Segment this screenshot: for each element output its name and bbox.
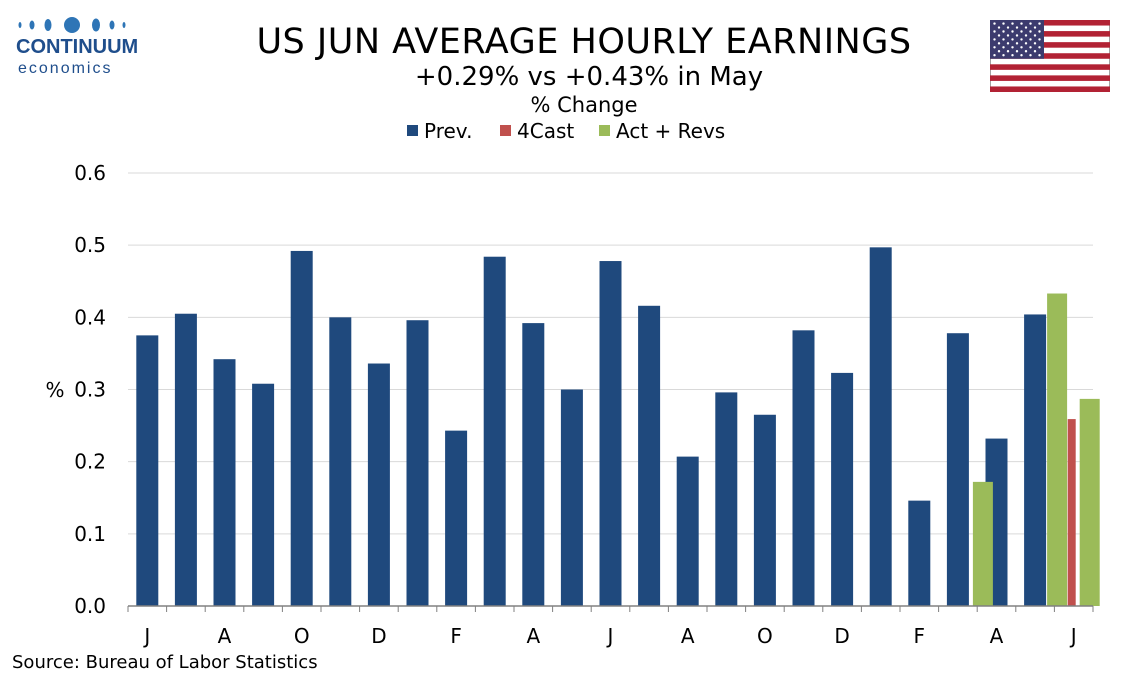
bar-prev	[136, 335, 159, 606]
bar-prev	[522, 323, 545, 606]
bar-prev	[599, 261, 622, 606]
logo-brand: CONTINUUM	[16, 36, 139, 58]
bar-prev	[445, 430, 468, 606]
bar-prev	[831, 372, 854, 606]
x-tick-label: D	[371, 624, 386, 648]
bar-prev	[252, 383, 275, 606]
bar-act-revs	[972, 481, 993, 606]
chart-subtitle: +0.29% vs +0.43% in May	[414, 62, 764, 92]
bar-act-revs	[1079, 398, 1100, 606]
y-tick-label: 0.3	[74, 378, 106, 402]
chart-legend: Prev. 4Cast Act + Revs	[407, 119, 725, 143]
chart-bars	[136, 247, 1100, 606]
source-note: Source: Bureau of Labor Statistics	[12, 652, 318, 673]
legend-label: Act + Revs	[616, 119, 725, 143]
chart-title: US JUN AVERAGE HOURLY EARNINGS	[256, 22, 912, 62]
x-tick-label: J	[606, 624, 614, 648]
bar-prev	[869, 247, 892, 606]
x-tick-label: O	[757, 624, 773, 648]
y-tick-label: 0.1	[74, 522, 106, 546]
x-axis	[127, 605, 1094, 612]
bar-prev	[715, 392, 738, 606]
bar-prev	[483, 256, 506, 606]
bar-prev	[290, 250, 313, 606]
x-tick-label: A	[990, 624, 1004, 648]
x-tick-label: A	[681, 624, 695, 648]
legend-swatch	[407, 125, 418, 136]
bar-prev	[792, 330, 815, 606]
bar-prev	[946, 333, 969, 606]
legend-label: 4Cast	[517, 119, 574, 143]
legend-swatch	[500, 125, 511, 136]
y-axis-ticks: 0.0 0.1 0.2 0.3 0.4 0.5 0.6	[74, 161, 106, 618]
x-tick-label: J	[1069, 624, 1077, 648]
bar-act-revs	[1047, 293, 1068, 606]
x-tick-label: D	[834, 624, 849, 648]
x-tick-label: A	[526, 624, 540, 648]
bar-prev	[213, 359, 236, 606]
y-tick-label: 0.5	[74, 233, 106, 257]
bar-4cast	[1067, 419, 1076, 606]
legend-swatch	[599, 125, 610, 136]
bar-prev	[406, 320, 429, 606]
logo-sub: economics	[18, 60, 113, 77]
y-tick-label: 0.0	[74, 594, 106, 618]
x-tick-label: F	[914, 624, 926, 648]
bar-prev	[676, 456, 699, 606]
us-flag-icon	[990, 20, 1110, 92]
continuum-logo: CONTINUUM economics	[14, 14, 138, 77]
x-tick-label: O	[294, 624, 310, 648]
bar-prev	[753, 414, 776, 606]
logo-dots-icon	[18, 17, 126, 33]
y-axis-label: %	[45, 378, 64, 402]
bar-prev	[329, 317, 352, 606]
x-tick-label: F	[450, 624, 462, 648]
bar-prev	[908, 500, 931, 606]
bar-prev	[367, 363, 390, 606]
x-tick-label: J	[142, 624, 150, 648]
bar-prev	[174, 313, 197, 606]
x-tick-label: A	[218, 624, 232, 648]
y-tick-label: 0.4	[74, 305, 106, 329]
bar-prev	[638, 305, 661, 606]
y-tick-label: 0.6	[74, 161, 106, 185]
y-tick-label: 0.2	[74, 450, 106, 474]
legend-label: Prev.	[424, 119, 472, 143]
bar-prev	[560, 389, 583, 606]
bar-prev	[1024, 314, 1047, 606]
chart-units-label: % Change	[530, 93, 637, 117]
